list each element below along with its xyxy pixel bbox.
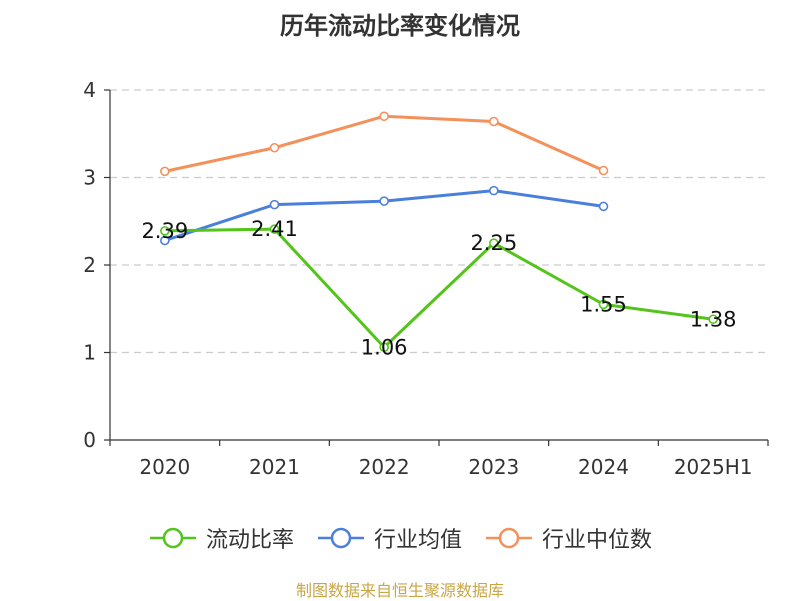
data-point: [598, 299, 609, 310]
y-tick-label: 0: [83, 428, 96, 452]
x-tick-label: 2021: [249, 455, 300, 479]
series-line: [163, 114, 605, 173]
legend-circle: [162, 527, 184, 549]
data-point: [379, 196, 389, 206]
data-point: [379, 111, 389, 122]
data-point: [489, 238, 499, 248]
legend-marker: [486, 527, 532, 549]
data-point: [379, 342, 389, 353]
data-labels: 2.39 2.41 1.06 2.25 1.55 1.38: [141, 217, 736, 359]
legend: 流动比率 行业均值 行业中位数: [0, 520, 800, 556]
data-point: [269, 199, 280, 210]
legend-circle: [330, 527, 352, 549]
x-tick-label: 2020: [139, 455, 190, 479]
axes: 0 1 2 3 4 2020 2021 2022 2023 2024 2025H1: [83, 78, 769, 479]
legend-label: 流动比率: [205, 528, 294, 553]
x-tick-label: 2025H1: [674, 455, 753, 479]
legend-item[interactable]: 行业中位数: [484, 522, 652, 554]
data-point: [598, 201, 609, 212]
legend-label: 行业中位数: [542, 528, 653, 553]
legend-circle: [498, 527, 520, 549]
legend-item[interactable]: 流动比率: [148, 522, 294, 554]
series-line: [163, 227, 715, 349]
data-point: [489, 185, 499, 196]
legend-marker: [149, 527, 196, 549]
data-label: 1.06: [361, 335, 408, 359]
y-tick-label: 1: [83, 341, 96, 365]
x-tick-label: 2022: [359, 455, 410, 479]
legend-label: 行业均值: [373, 528, 462, 553]
grid-lines: [110, 89, 768, 354]
data-label: 2.39: [141, 219, 188, 243]
data-point: [269, 224, 280, 234]
data-label: 1.38: [690, 307, 737, 331]
data-label: 1.55: [580, 292, 627, 316]
x-tick-label: 2023: [468, 455, 519, 479]
data-label: 2.25: [470, 231, 517, 255]
data-point: [160, 166, 170, 177]
chart-title: 历年流动比率变化情况: [280, 12, 520, 40]
legend-item[interactable]: 行业均值: [316, 522, 462, 554]
data-label: 2.41: [251, 217, 298, 241]
source-note: 制图数据来自恒生聚源数据库: [295, 581, 504, 600]
series-lines: [160, 111, 718, 353]
data-point: [160, 235, 170, 246]
y-tick-label: 4: [83, 78, 96, 102]
data-point: [269, 142, 280, 153]
y-tick-label: 2: [83, 253, 96, 277]
legend-marker: [317, 527, 364, 549]
data-point: [708, 314, 718, 325]
data-point: [598, 165, 609, 176]
y-tick-label: 3: [83, 166, 96, 190]
data-point: [489, 116, 499, 127]
x-tick-label: 2024: [578, 455, 629, 479]
data-point: [160, 226, 170, 236]
